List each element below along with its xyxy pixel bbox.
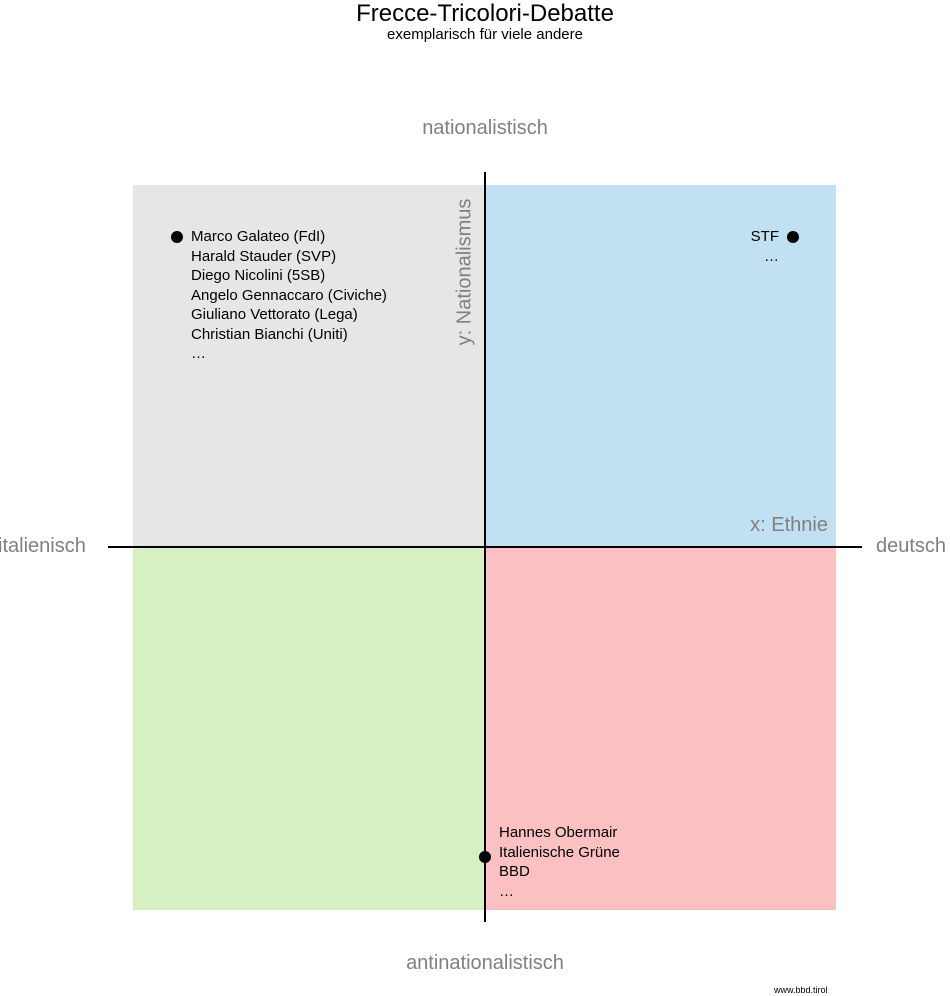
list-item: Angelo Gennaccaro (Civiche) — [191, 286, 387, 304]
list-item: Giuliano Vettorato (Lega) — [191, 306, 358, 323]
list-item: Italienische Grüne — [499, 843, 620, 861]
point-top-left — [171, 231, 183, 243]
quadrant-bottom-left — [133, 547, 485, 910]
axis-label-right: deutsch — [876, 535, 947, 557]
list-top-right: STF … — [751, 227, 779, 266]
point-top-right — [787, 231, 799, 243]
point-bottom-center — [479, 851, 491, 863]
list-item: Hannes Obermair — [499, 824, 618, 841]
quadrant-bottom-right — [485, 547, 836, 910]
y-axis-name: y: Nationalismus — [453, 198, 476, 346]
axis-label-left: italienisch — [0, 535, 86, 557]
list-bottom-center: Hannes Obermair Italienische Grüne BBD … — [499, 823, 620, 901]
chart-subtitle: exemplarisch für viele andere — [387, 26, 583, 43]
list-top-left: Marco Galateo (FdI) Harald Stauder (SVP)… — [191, 227, 387, 364]
y-axis-line — [484, 172, 486, 922]
x-axis-name: x: Ethnie — [750, 514, 828, 536]
chart-title: Frecce-Tricolori-Debatte — [356, 0, 614, 27]
list-item: … — [499, 882, 514, 900]
axis-label-bottom: antinationalistisch — [406, 952, 564, 974]
quadrant-top-right — [485, 185, 836, 547]
list-item: Christian Bianchi (Uniti) — [191, 325, 348, 343]
list-item: … — [191, 345, 206, 362]
list-item: Marco Galateo (FdI) — [191, 228, 326, 245]
quadrant-top-left — [133, 185, 485, 547]
list-item: BBD — [499, 863, 530, 880]
list-item: STF — [750, 228, 779, 245]
list-item: … — [764, 247, 779, 265]
axis-label-top: nationalistisch — [422, 117, 548, 139]
list-item: Diego Nicolini (5SB) — [191, 267, 326, 284]
list-item: Harald Stauder (SVP) — [191, 247, 337, 265]
footer-url: www.bbd.tirol — [774, 985, 828, 995]
